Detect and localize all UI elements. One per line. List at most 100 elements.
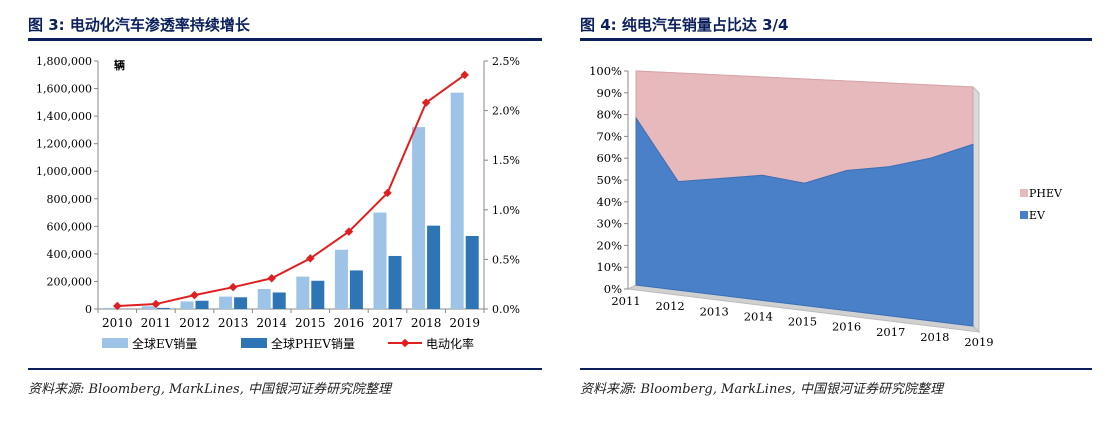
- legend-swatch-phev: [241, 338, 267, 348]
- y-tick-label: 1,200,000: [36, 138, 92, 151]
- x-tick-label: 2018: [920, 330, 949, 344]
- rate-marker: [267, 274, 276, 283]
- legend-label-rate: 电动化率: [426, 336, 474, 351]
- bar-ev: [219, 296, 233, 309]
- bar-ev: [450, 92, 464, 309]
- chart-title-right: 图 4: 纯电汽车销量占比达 3/4: [580, 16, 789, 34]
- legend-swatch-phev: [1020, 189, 1028, 197]
- bar-phev: [311, 280, 325, 309]
- legend-label-ev: 全球EV销量: [132, 336, 197, 351]
- stacked-area-chart: 0% 10% 20% 30% 40% 50% 60% 70% 80% 90% 100% 2011 201…: [589, 64, 1063, 349]
- y-tick-label: 70%: [596, 129, 622, 143]
- x-tick-label: 2019: [964, 335, 993, 349]
- y-tick-label: 1,400,000: [36, 110, 92, 123]
- x-tick-label: 2014: [744, 309, 773, 323]
- bar-ev: [257, 289, 271, 309]
- y-tick-label: 1,000,000: [36, 165, 92, 178]
- rate-marker: [113, 301, 122, 311]
- x-tick-label: 2015: [788, 315, 817, 329]
- x-tick-label: 2017: [876, 325, 905, 339]
- y-tick-label: 90%: [596, 86, 622, 100]
- y-tick-label: 200,000: [47, 275, 93, 288]
- x-tick-label: 2015: [295, 316, 326, 330]
- source-rule-right: [580, 368, 1092, 370]
- y-tick-label: 50%: [596, 173, 622, 187]
- y2-tick-label: 0.5%: [492, 253, 520, 266]
- chart-title-left: 图 3: 电动化汽车渗透率持续增长: [28, 16, 250, 34]
- source-note-left: 资料来源: Bloomberg, MarkLines, 中国银河证券研究院整理: [28, 382, 391, 397]
- legend-label-phev: PHEV: [1029, 187, 1063, 200]
- y-tick-label: 1,600,000: [36, 83, 92, 96]
- y-tick-label: 30%: [596, 217, 622, 231]
- rate-marker: [383, 188, 392, 198]
- legend: PHEV EV: [1020, 187, 1063, 222]
- rate-marker: [190, 290, 199, 300]
- legend-label-phev: 全球PHEV销量: [271, 336, 355, 351]
- x-tick-label: 2014: [256, 316, 287, 330]
- y2-tick-label: 1.5%: [492, 154, 520, 167]
- rate-marker: [228, 282, 238, 292]
- legend: 全球EV销量 全球PHEV销量 电动化率: [102, 336, 474, 351]
- x-tick-label: 2012: [655, 299, 684, 313]
- bar-ev: [334, 249, 348, 309]
- source-rule-left: [28, 368, 542, 370]
- y-tick-label: 20%: [596, 238, 622, 252]
- rate-marker: [460, 70, 469, 80]
- rate-line: [117, 74, 466, 308]
- area-ev: [635, 116, 974, 327]
- bar-ev: [412, 127, 426, 309]
- y2-tick-label: 0.0%: [492, 303, 520, 316]
- side-wall: [972, 85, 980, 334]
- bar-phev: [234, 297, 248, 309]
- bar-phev: [388, 255, 402, 309]
- y-tick-label: 80%: [596, 108, 622, 122]
- y-tick-label: 600,000: [47, 220, 93, 233]
- rate-marker: [344, 227, 354, 236]
- rate-marker: [151, 299, 161, 309]
- x-tick-label: 2010: [102, 316, 133, 330]
- bar-phev: [349, 270, 363, 309]
- y-tick-label: 1,800,000: [36, 55, 92, 68]
- bar-phev: [272, 292, 286, 309]
- title-rule-right: [580, 38, 1092, 41]
- legend-swatch-ev: [102, 338, 128, 348]
- y-tick-label: 0: [85, 303, 92, 316]
- bar-ev: [180, 301, 194, 309]
- bar-ev: [141, 306, 155, 309]
- title-rule-left: [28, 38, 542, 41]
- bar-phev: [195, 300, 209, 309]
- rate-marker: [421, 98, 431, 107]
- bar-ev: [296, 276, 310, 309]
- bar-ev: [103, 307, 117, 309]
- y-tick-label: 10%: [596, 260, 622, 274]
- combo-chart: 0 200,000 400,000 600,000 800,000 1,000,000 1,…: [36, 55, 520, 351]
- y2-tick-label: 2.5%: [492, 55, 520, 68]
- source-note-right: 资料来源: Bloomberg, MarkLines, 中国银河证券研究院整理: [580, 382, 943, 397]
- x-tick-label: 2017: [372, 316, 403, 330]
- y-tick-label: 400,000: [47, 248, 93, 261]
- legend-swatch-ev: [1020, 211, 1028, 219]
- legend-label-ev: EV: [1029, 209, 1046, 222]
- y-tick-label: 60%: [596, 151, 622, 165]
- bar-phev: [156, 307, 170, 309]
- bar-ev: [373, 212, 387, 309]
- y2-tick-label: 1.0%: [492, 204, 520, 217]
- bar-phev: [427, 225, 441, 309]
- y-tick-label: 0%: [604, 282, 622, 296]
- x-tick-label: 2013: [218, 316, 249, 330]
- y-axis-unit-label: 辆: [114, 58, 125, 72]
- x-tick-label: 2018: [411, 316, 442, 330]
- rate-marker: [306, 254, 315, 263]
- x-tick-label: 2011: [611, 294, 640, 308]
- legend-swatch-rate-marker: [400, 338, 410, 348]
- bar-phev: [465, 235, 479, 309]
- y2-tick-label: 2.0%: [492, 105, 520, 118]
- x-tick-label: 2011: [141, 316, 172, 330]
- y-tick-label: 40%: [596, 195, 622, 209]
- x-tick-label: 2016: [832, 320, 861, 334]
- y-tick-label: 800,000: [47, 193, 93, 206]
- y-tick-label: 100%: [589, 64, 622, 78]
- x-tick-label: 2013: [700, 304, 729, 318]
- x-tick-label: 2012: [179, 316, 210, 330]
- x-tick-label: 2019: [449, 316, 480, 330]
